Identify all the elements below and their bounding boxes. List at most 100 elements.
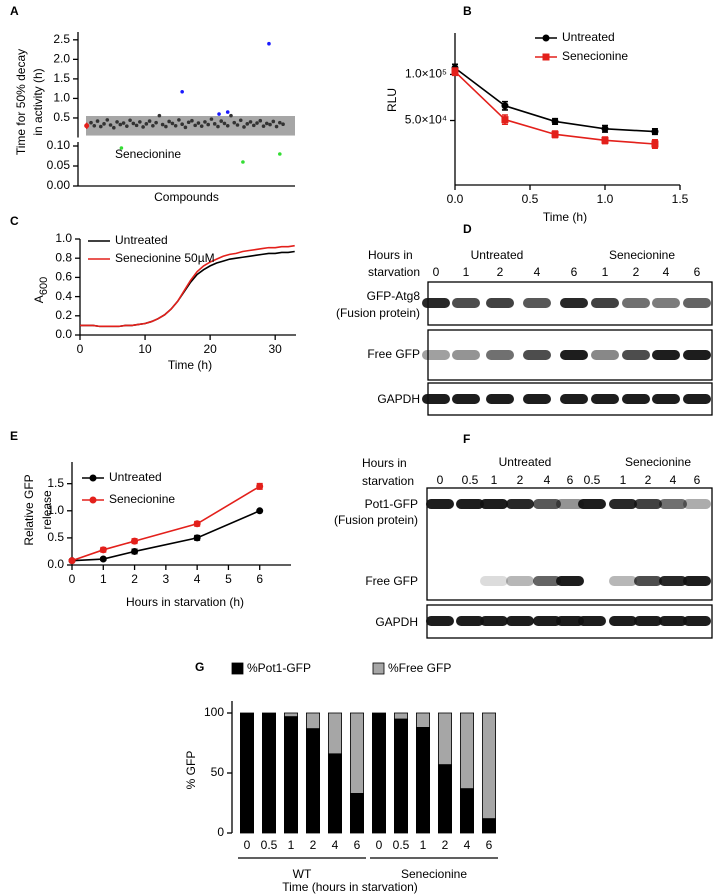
point bbox=[84, 123, 90, 129]
point bbox=[255, 121, 259, 125]
marker bbox=[193, 520, 201, 528]
bar-segment bbox=[393, 712, 408, 720]
blot-band bbox=[609, 499, 637, 509]
bar-segment bbox=[239, 712, 254, 834]
point bbox=[115, 120, 119, 124]
marker bbox=[451, 68, 459, 76]
y-axis-title-subscript: 600 bbox=[38, 277, 50, 295]
y-tick-label: 1.0×10⁵ bbox=[405, 67, 447, 81]
lane-label: 4 bbox=[534, 265, 541, 279]
legend-label: Untreated bbox=[115, 233, 168, 247]
point bbox=[141, 125, 145, 129]
y-tick-label: 0.00 bbox=[47, 178, 71, 192]
point bbox=[238, 118, 243, 123]
point bbox=[160, 122, 165, 127]
lane-label: 4 bbox=[544, 473, 551, 487]
point bbox=[225, 123, 230, 128]
row-label: GAPDH bbox=[375, 615, 418, 629]
x-tick-label: 1 bbox=[420, 838, 427, 852]
point bbox=[278, 120, 282, 125]
y-tick-label: 0.10 bbox=[47, 138, 71, 152]
row-label: Pot1-GFP bbox=[365, 497, 418, 511]
blot-band bbox=[683, 394, 711, 404]
x-tick-label: 0 bbox=[77, 342, 84, 356]
y-tick-label: 0.0 bbox=[55, 327, 72, 341]
bar-segment bbox=[371, 712, 386, 834]
point bbox=[196, 121, 201, 125]
bar-segment bbox=[327, 712, 342, 755]
blot-band bbox=[560, 350, 588, 360]
x-axis-title: Hours in starvation (h) bbox=[126, 595, 244, 609]
blot-band bbox=[560, 298, 588, 308]
blot-band bbox=[634, 616, 662, 626]
panel-label: B bbox=[463, 4, 472, 18]
blot-band bbox=[533, 576, 561, 586]
bar-segment bbox=[305, 728, 320, 834]
x-axis-title: Compounds bbox=[154, 190, 219, 204]
blot-band bbox=[523, 394, 551, 404]
y-tick-label: 1.5 bbox=[47, 476, 64, 490]
x-tick-label: 10 bbox=[138, 342, 152, 356]
y-tick-label: 0 bbox=[217, 825, 224, 839]
blot-band bbox=[486, 298, 514, 308]
point bbox=[264, 121, 269, 126]
group-label: WT bbox=[293, 867, 312, 881]
marker bbox=[99, 555, 107, 563]
y-tick-label: 0.5 bbox=[47, 530, 64, 544]
blot-band bbox=[422, 394, 450, 404]
point bbox=[151, 123, 155, 128]
row-label: (Fusion protein) bbox=[334, 513, 418, 527]
blot-band bbox=[683, 350, 711, 360]
y-tick-label: 2.5 bbox=[53, 32, 70, 46]
blot-band bbox=[556, 616, 584, 626]
marker bbox=[651, 128, 659, 136]
x-tick-label: 20 bbox=[203, 342, 217, 356]
blot-band bbox=[652, 394, 680, 404]
lane-label: 0 bbox=[433, 265, 440, 279]
legend-marker bbox=[89, 496, 97, 504]
marker bbox=[131, 537, 139, 545]
marker bbox=[551, 117, 559, 125]
blot-band bbox=[609, 616, 637, 626]
point bbox=[164, 124, 168, 129]
x-tick-label: 6 bbox=[486, 838, 493, 852]
x-tick-label: 6 bbox=[354, 838, 361, 852]
lane-label: 1 bbox=[620, 473, 627, 487]
point bbox=[217, 112, 221, 116]
point bbox=[261, 124, 266, 128]
x-tick-label: 5 bbox=[225, 572, 232, 586]
point bbox=[121, 121, 126, 125]
marker bbox=[99, 546, 107, 554]
lane-label: 6 bbox=[567, 473, 574, 487]
y-tick-label: 0.5 bbox=[53, 110, 70, 124]
blot-band bbox=[634, 499, 662, 509]
y-tick-label: 1.0 bbox=[53, 91, 70, 105]
y-tick-label: 0.05 bbox=[47, 158, 71, 172]
x-tick-label: 0 bbox=[376, 838, 383, 852]
legend-label: Untreated bbox=[562, 30, 615, 44]
bar-segment bbox=[261, 712, 276, 834]
point bbox=[92, 123, 97, 128]
x-tick-label: 4 bbox=[194, 572, 201, 586]
lane-label: 1 bbox=[463, 265, 470, 279]
blot-band bbox=[683, 616, 711, 626]
blot-band bbox=[486, 350, 514, 360]
bar-segment bbox=[349, 712, 364, 794]
point bbox=[177, 118, 181, 122]
blot-band bbox=[659, 616, 687, 626]
bar-segment bbox=[349, 793, 364, 834]
legend-label: %Free GFP bbox=[388, 661, 451, 675]
blot-band bbox=[480, 576, 508, 586]
panel-label: F bbox=[463, 432, 470, 446]
lane-label: 6 bbox=[694, 265, 701, 279]
x-tick-label: 4 bbox=[332, 838, 339, 852]
bar-segment bbox=[415, 727, 430, 834]
row-label: Free GFP bbox=[367, 347, 420, 361]
point bbox=[235, 123, 240, 127]
bar-segment bbox=[283, 712, 298, 717]
x-tick-label: 4 bbox=[464, 838, 471, 852]
blot-band bbox=[506, 576, 534, 586]
point bbox=[170, 121, 175, 126]
